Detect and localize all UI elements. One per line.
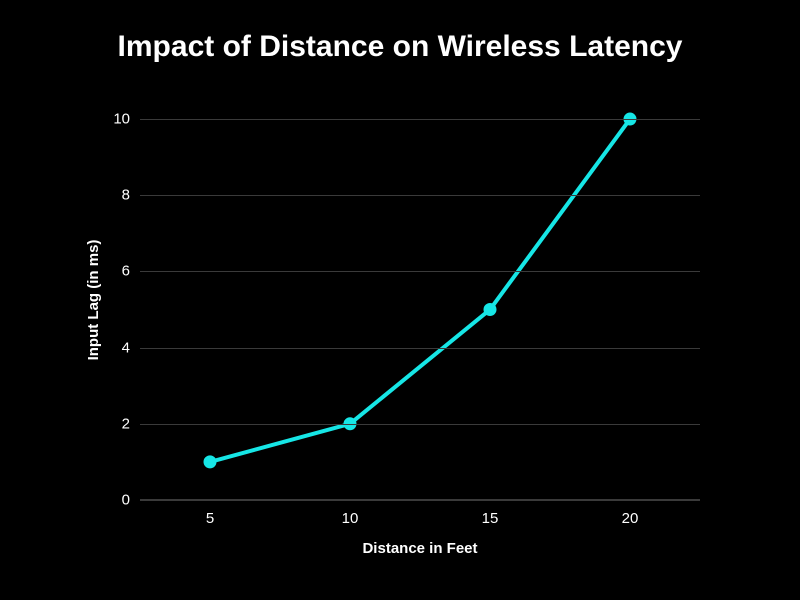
x-axis-label: Distance in Feet	[362, 540, 477, 557]
chart-title: Impact of Distance on Wireless Latency	[0, 30, 800, 64]
y-tick-label: 0	[122, 492, 140, 509]
x-tick-label: 20	[622, 500, 639, 527]
x-tick-label: 10	[342, 500, 359, 527]
gridline-horizontal	[140, 195, 700, 196]
y-tick-label: 8	[122, 187, 140, 204]
series-marker	[484, 304, 496, 316]
y-tick-label: 10	[113, 111, 140, 128]
y-tick-label: 2	[122, 415, 140, 432]
series-marker	[204, 456, 216, 468]
series-line	[210, 119, 630, 462]
x-tick-label: 15	[482, 500, 499, 527]
gridline-horizontal	[140, 500, 700, 501]
gridline-horizontal	[140, 348, 700, 349]
y-tick-label: 6	[122, 263, 140, 280]
chart-line-layer	[140, 100, 700, 500]
gridline-horizontal	[140, 271, 700, 272]
y-axis-label: Input Lag (in ms)	[85, 240, 102, 361]
y-tick-label: 4	[122, 339, 140, 356]
x-tick-label: 5	[206, 500, 214, 527]
gridline-horizontal	[140, 119, 700, 120]
plot-area: 02468105101520	[140, 100, 700, 500]
gridline-horizontal	[140, 424, 700, 425]
